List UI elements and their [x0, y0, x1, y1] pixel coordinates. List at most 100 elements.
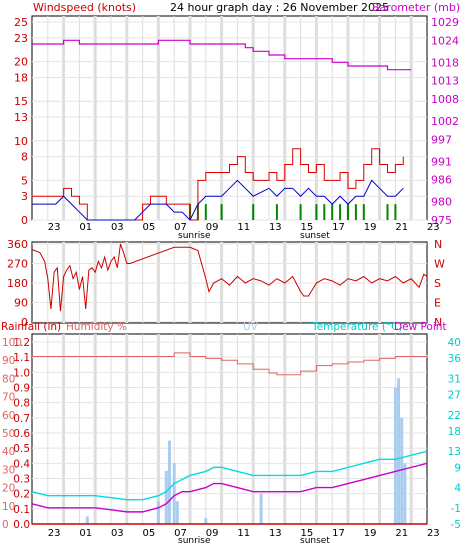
windspeed-line [32, 179, 404, 221]
temperature-tick: 18 [448, 426, 461, 438]
temperature-tick: -1 [451, 503, 461, 515]
panel1-time-label: 23 [427, 222, 440, 233]
panel3-time-label: 23 [427, 528, 440, 539]
panel3-time-label: 03 [111, 528, 124, 539]
calm-bar [394, 204, 397, 220]
panel3-time-label: 23 [48, 528, 61, 539]
panel3-time-label: 01 [79, 528, 92, 539]
temperature-axis-title: Temperature (°C) [311, 321, 403, 333]
panel3-time-label: 07 [174, 528, 187, 539]
rainfall-tick: 0.3 [13, 474, 30, 486]
panel1-time-label: 17 [332, 222, 345, 233]
panel3-time-labels: 23 01 03 05 07 09 11 13 15 17 19 21 23 [48, 528, 440, 539]
panel-wind-baro [31, 15, 428, 221]
humidity-tick: 20 [2, 483, 15, 495]
temperature-line [31, 450, 428, 501]
barometer-tick: 1002 [431, 115, 459, 128]
barometer-tick-labels: 975 980 986 991 997 1002 1008 1013 1018 1024 1029 [431, 16, 459, 227]
sunset-label-3: sunset [300, 536, 330, 546]
calm-bar [331, 204, 334, 220]
uv-bar [175, 501, 179, 524]
humidity-tick: 40 [2, 446, 15, 458]
humidity-tick-labels: 0 10 20 30 40 50 60 70 80 90 100 [2, 337, 22, 531]
rainfall-axis-title: Rainfall (in) [1, 321, 61, 333]
panel3-time-label: 19 [364, 528, 377, 539]
temperature-tick: 31 [448, 373, 461, 385]
panel1-time-label: 15 [301, 222, 314, 233]
calm-bar [220, 204, 223, 220]
calm-bar [299, 204, 302, 220]
rainfall-tick: 0.6 [13, 428, 30, 440]
temperature-tick: 4 [454, 483, 461, 495]
humidity-tick: 100 [2, 337, 22, 349]
calm-bar [275, 204, 278, 220]
direction-line [31, 243, 428, 312]
sunrise-label-3: sunrise [178, 536, 211, 546]
humidity-tick: 0 [2, 519, 9, 531]
windspeed-axis-title: Windspeed (knots) [33, 1, 136, 14]
humidity-tick: 60 [2, 410, 15, 422]
barometer-tick: 975 [431, 214, 452, 227]
barometer-tick: 980 [431, 196, 452, 209]
rainfall-tick: 1.2 [13, 337, 30, 349]
panel1-time-label: 01 [79, 222, 92, 233]
panel1-time-label: 13 [269, 222, 282, 233]
humidity-line [32, 352, 428, 376]
rainfall-tick: 1.0 [13, 367, 30, 379]
compass-label: S [434, 277, 441, 290]
humidity-tick: 10 [2, 501, 15, 513]
humidity-tick: 70 [2, 392, 15, 404]
panel1-time-label: 11 [237, 222, 250, 233]
windspeed-tick: 8 [21, 151, 28, 164]
humidity-tick: 30 [2, 464, 15, 476]
direction-tick: 0 [21, 316, 28, 329]
compass-label: E [434, 297, 441, 310]
uv-bar [393, 387, 397, 524]
rainfall-tick: 0.1 [13, 504, 30, 516]
panel1-time-label: 07 [174, 222, 187, 233]
windspeed-tick: 25 [14, 16, 28, 29]
sunset-label-1: sunset [300, 231, 330, 241]
windspeed-tick: 20 [14, 56, 28, 69]
barometer-tick: 1029 [431, 16, 459, 29]
panel1-time-label: 03 [111, 222, 124, 233]
rainfall-tick-labels: 0.0 0.1 0.2 0.3 0.4 0.5 0.6 0.7 0.8 0.9 1.0 1.1 1.2 [13, 337, 30, 531]
temperature-tick: 27 [448, 390, 461, 402]
dewpoint-line [31, 462, 428, 513]
panel-rain-humidity-temp [31, 333, 428, 525]
compass-label: W [434, 258, 445, 271]
calm-bar [347, 204, 349, 220]
uv-bar [85, 516, 89, 524]
uv-bar [400, 417, 404, 524]
dewpoint-title: Dew Point [394, 321, 447, 333]
panel3-time-label: 05 [143, 528, 156, 539]
barometer-tick: 1018 [431, 56, 459, 69]
panel2-series [31, 243, 428, 312]
barometer-tick: 997 [431, 133, 452, 146]
temperature-tick: 40 [448, 337, 461, 349]
windspeed-tick-labels: 0 3 5 8 10 13 15 18 20 23 25 [14, 16, 28, 227]
rainfall-tick: 0.5 [13, 443, 30, 455]
temperature-tick: -5 [451, 519, 461, 531]
temperature-tick: 9 [454, 462, 461, 474]
uv-bar [397, 378, 401, 524]
uv-bar [172, 463, 176, 524]
panel3-time-label: 21 [395, 528, 408, 539]
uv-bar [167, 440, 171, 524]
rainfall-tick: 0.7 [13, 413, 30, 425]
temperature-tick: 22 [448, 410, 461, 422]
temperature-tick: 13 [448, 446, 461, 458]
panel1-time-label: 19 [364, 222, 377, 233]
panel1-time-label: 09 [206, 222, 219, 233]
direction-tick: 360 [7, 238, 28, 251]
barometer-tick: 1024 [431, 34, 459, 47]
barometer-line [32, 39, 412, 71]
calm-bar [362, 204, 365, 220]
humidity-axis-title: Humidity % [66, 321, 127, 333]
uv-bar [403, 463, 407, 524]
calm-bar [323, 204, 326, 220]
barometer-tick: 991 [431, 155, 452, 168]
